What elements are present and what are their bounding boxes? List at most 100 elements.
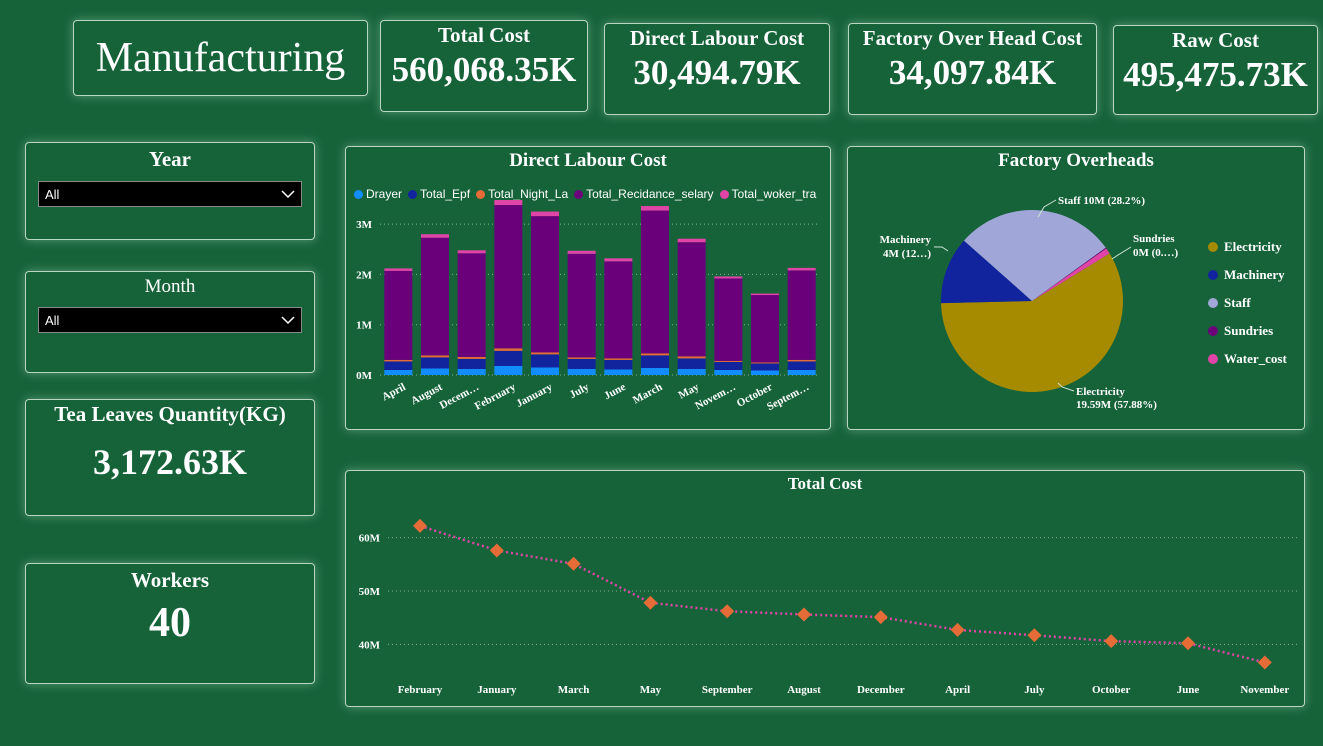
tea-leaves-card: Tea Leaves Quantity(KG) 3,172.63K [25,399,315,516]
bar-segment [421,234,449,238]
pie-data-label: Electricity [1076,386,1125,398]
kpi-factory-overhead-cost: Factory Over Head Cost 34,097.84K [848,23,1097,115]
kpi-label: Raw Cost [1114,28,1317,53]
total-cost-line-chart: 40M 50M 60M February January March May Septembe… [346,471,1304,706]
data-point [1258,655,1272,669]
kpi-label: Total Cost [381,23,587,48]
bar-segment [788,360,816,362]
pie-data-label: Machinery [880,234,932,246]
bar-segment [788,370,816,375]
bar-segment [458,357,486,359]
y-tick-label: 40M [359,639,381,651]
bar-segment [421,238,449,356]
legend-label: Electricity [1224,239,1282,255]
bar-segment [714,362,742,370]
legend-item[interactable]: Water_cost [1208,351,1287,367]
bar-segment [641,368,669,375]
data-point [413,519,427,533]
data-point [1181,636,1195,650]
bar-segment [714,361,742,362]
bar-segment [604,369,632,375]
pie-data-label: 0M (0.…) [1133,247,1179,259]
legend-dot [1208,354,1218,364]
bar-segment [494,366,522,375]
x-tick-label: February [398,684,443,696]
bar-segment [751,370,779,375]
labour-chart-card: Direct Labour Cost Drayer Total_Epf Tota… [345,146,831,430]
bar-segment [751,294,779,296]
bar-segment [531,367,559,375]
x-tick-label: Septem… [765,381,811,413]
legend-item[interactable]: Machinery [1208,267,1287,283]
x-tick-label: September [702,684,753,696]
x-tick-label: July [568,381,592,401]
x-tick-label: March [558,684,590,696]
bar-segment [384,360,412,362]
bar-segment [751,295,779,362]
pie-data-label: Sundries [1133,233,1175,245]
series-line [420,526,1265,663]
legend-label: Machinery [1224,267,1285,283]
kpi-value: 560,068.35K [381,50,587,90]
bar-segment [568,357,596,359]
kpi-label: Direct Labour Cost [605,26,829,51]
bar-segment [604,261,632,358]
overheads-legend: Electricity Machinery Staff Sundries Wat… [1208,239,1287,379]
kpi-direct-labour-cost: Direct Labour Cost 30,494.79K [604,23,830,115]
bar-segment [531,212,559,217]
x-tick-label: April [380,381,408,403]
bar-segment [714,276,742,278]
dashboard-title: Manufacturing [96,34,346,82]
chevron-down-icon [281,313,295,327]
bar-segment [714,370,742,375]
legend-dot [1208,326,1218,336]
bar-segment [531,354,559,367]
bar-segment [531,216,559,352]
pie-data-label: Staff 10M (28.2%) [1058,195,1145,207]
month-slicer-label: Month [26,276,314,298]
kpi-value: 30,494.79K [605,53,829,93]
bar-segment [604,358,632,360]
pie-data-label: 4M (12…) [883,248,931,260]
data-point [951,623,965,637]
workers-card: Workers 40 [25,563,315,684]
bar-segment [641,355,669,368]
bar-segment [384,370,412,375]
y-tick-label: 0M [356,370,373,382]
bar-segment [604,258,632,261]
bar-segment [494,348,522,351]
x-tick-label: July [1024,684,1045,696]
overheads-chart-card: Factory Overheads Staff 10M (28.2%) Machi… [847,146,1305,430]
month-dropdown[interactable]: All [38,307,302,333]
bar-segment [788,268,816,271]
year-slicer: Year All [25,142,315,240]
title-card: Manufacturing [73,20,368,96]
bar-segment [568,254,596,358]
bar-segment [641,211,669,354]
kpi-raw-cost: Raw Cost 495,475.73K [1113,25,1318,115]
data-point [797,607,811,621]
bar-segment [494,351,522,366]
year-dropdown[interactable]: All [38,181,302,207]
bar-segment [678,358,706,369]
kpi-label: Factory Over Head Cost [849,26,1096,51]
bar-segment [421,357,449,368]
bar-segment [458,369,486,375]
total-cost-chart-card: Total Cost 40M 50M 60M February January March… [345,470,1305,707]
x-tick-label: August [787,684,821,696]
bar-segment [384,361,412,370]
bar-segment [421,355,449,357]
bar-segment [458,250,486,253]
legend-item[interactable]: Electricity [1208,239,1287,255]
legend-item[interactable]: Staff [1208,295,1287,311]
kpi-total-cost: Total Cost 560,068.35K [380,20,588,112]
x-tick-label: June [1177,684,1200,696]
bar-segment [751,363,779,370]
bar-segment [494,205,522,348]
bar-segment [494,200,522,205]
bar-segment [678,239,706,243]
bar-segment [384,268,412,271]
data-point [567,557,581,571]
legend-label: Water_cost [1224,351,1287,367]
legend-item[interactable]: Sundries [1208,323,1287,339]
